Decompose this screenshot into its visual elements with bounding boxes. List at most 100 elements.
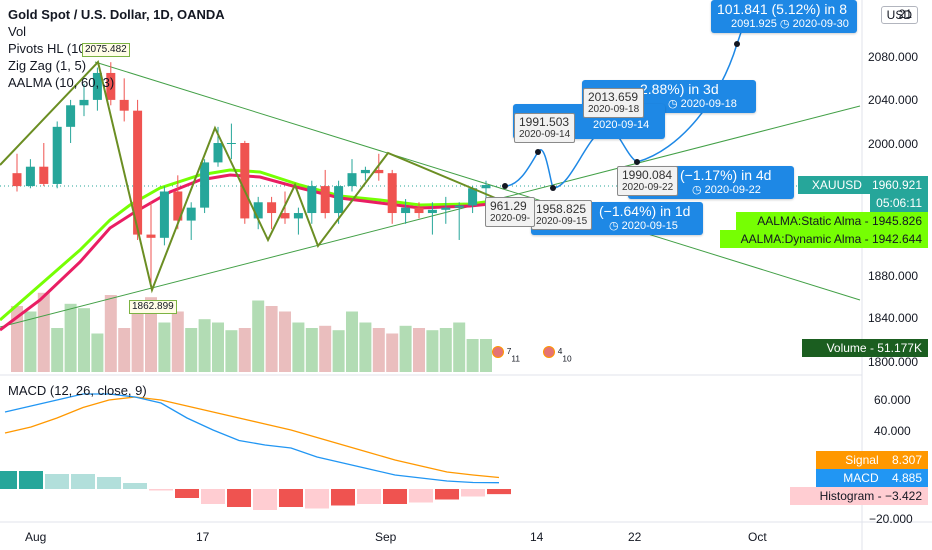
price-axis-label: 2040.000 (868, 93, 919, 107)
volume-bar (158, 322, 171, 372)
candle-body (481, 185, 491, 189)
histogram-bar (149, 489, 173, 491)
candle-body (320, 186, 330, 214)
candle-body (92, 72, 102, 100)
forecast-callout[interactable]: 101.841 (5.12%) in 8 2091.925 ◷ 2020-09-… (711, 0, 857, 33)
countdown-tag: 05:06:11 (870, 194, 928, 212)
volume-tag: Volume - 51.177K (802, 339, 928, 357)
flag-icon (492, 346, 504, 359)
volume-bar (346, 311, 358, 372)
candle-body (454, 205, 464, 208)
macd-axis-label: 40.000 (874, 424, 911, 438)
xauusd-price-tag: XAUUSD 1960.921 (798, 176, 928, 194)
alma-static-line (0, 173, 501, 332)
candle-body (374, 169, 384, 174)
candle-body (360, 169, 370, 174)
candle-body (39, 166, 49, 184)
histogram-bar (357, 489, 381, 504)
candle-body (66, 105, 76, 127)
candle-body (267, 202, 277, 214)
histogram-bar (227, 489, 251, 507)
histogram-bar (461, 489, 485, 497)
volume-bar (413, 328, 425, 372)
candle-body (401, 207, 411, 214)
histogram-bar (97, 477, 121, 489)
price-axis-label: 1800.000 (868, 355, 919, 369)
volume-bar (11, 306, 23, 372)
candle-body (307, 186, 317, 214)
candle-body (226, 143, 236, 144)
candle-body (200, 162, 210, 208)
histogram-bar (435, 489, 459, 500)
candle-body (25, 166, 35, 187)
forecast-point-tip: 1958.825 2020-09-15 (531, 200, 593, 230)
macd-tag: MACD 4.885 (816, 469, 928, 487)
volume-bar (185, 328, 198, 372)
time-axis-label: 17 (196, 530, 210, 544)
macd-axis-label: 60.000 (874, 393, 911, 407)
macd-legend[interactable]: MACD (12, 26, close, 9) (8, 383, 147, 398)
zigzag-line (0, 59, 501, 294)
currency-button[interactable]: USD (880, 6, 918, 24)
candle-body (468, 188, 478, 206)
candle-body (52, 126, 62, 184)
signal-line (4, 396, 500, 479)
pivot-high-label: 2075.482 (82, 43, 130, 57)
volume-bar (225, 330, 238, 372)
chart-title: Gold Spot / U.S. Dollar, 1D, OANDA (8, 7, 225, 22)
histogram-tag: Histogram - −3.422 (790, 487, 928, 505)
candle-body (240, 143, 250, 219)
volume-bar (51, 328, 64, 372)
histogram-bar (305, 489, 329, 509)
indicator-vol[interactable]: Vol (8, 24, 27, 39)
economic-event-marker[interactable]: 711 (492, 346, 520, 363)
histogram-bar (71, 474, 95, 489)
volume-bar (91, 333, 104, 372)
volume-bar (279, 311, 291, 372)
pivot-low-label: 1862.899 (129, 300, 177, 314)
volume-bar (145, 297, 157, 372)
volume-bar (332, 330, 345, 372)
candle-body (334, 186, 344, 214)
macd-axis-label: −20.000 (869, 512, 913, 526)
volume-bar (252, 300, 265, 372)
histogram-bar (279, 489, 303, 507)
candle-body (253, 202, 263, 219)
candle-body (12, 173, 22, 187)
volume-bar (426, 330, 439, 372)
candle-body (427, 209, 437, 214)
volume-bar (292, 322, 305, 372)
indicator-zigzag[interactable]: Zig Zag (1, 5) (8, 58, 87, 73)
candle-body (280, 213, 290, 219)
forecast-point (550, 185, 556, 191)
candle-body (441, 207, 451, 210)
candle-body (133, 110, 143, 235)
price-axis-top: 21 (898, 7, 912, 21)
forecast-point (535, 149, 541, 155)
volume-bar (480, 339, 492, 372)
histogram-bar (253, 489, 277, 510)
histogram-bar (19, 471, 43, 489)
histogram-bar (123, 483, 147, 489)
time-axis-label: Sep (375, 530, 397, 544)
volume-bar (265, 306, 278, 372)
economic-event-marker[interactable]: 410 (543, 346, 572, 363)
volume-bar (372, 328, 385, 372)
indicator-aalma[interactable]: AALMA (10, 60, 3) (8, 75, 115, 90)
candle-body (173, 191, 183, 221)
histogram-bar (487, 489, 511, 495)
volume-bar (359, 322, 372, 372)
forecast-point-tip: 1991.503 2020-09-14 (514, 113, 576, 143)
histogram-bar (201, 489, 225, 504)
signal-tag: Signal 8.307 (816, 451, 928, 469)
candle-body (347, 173, 357, 187)
candle-body (159, 191, 169, 238)
volume-bar (439, 328, 452, 372)
forecast-point (502, 183, 508, 189)
candle-body (213, 143, 223, 163)
volume-bar (238, 328, 251, 372)
volume-bar (305, 328, 318, 372)
candle-body (186, 207, 196, 221)
volume-bar (466, 339, 479, 372)
